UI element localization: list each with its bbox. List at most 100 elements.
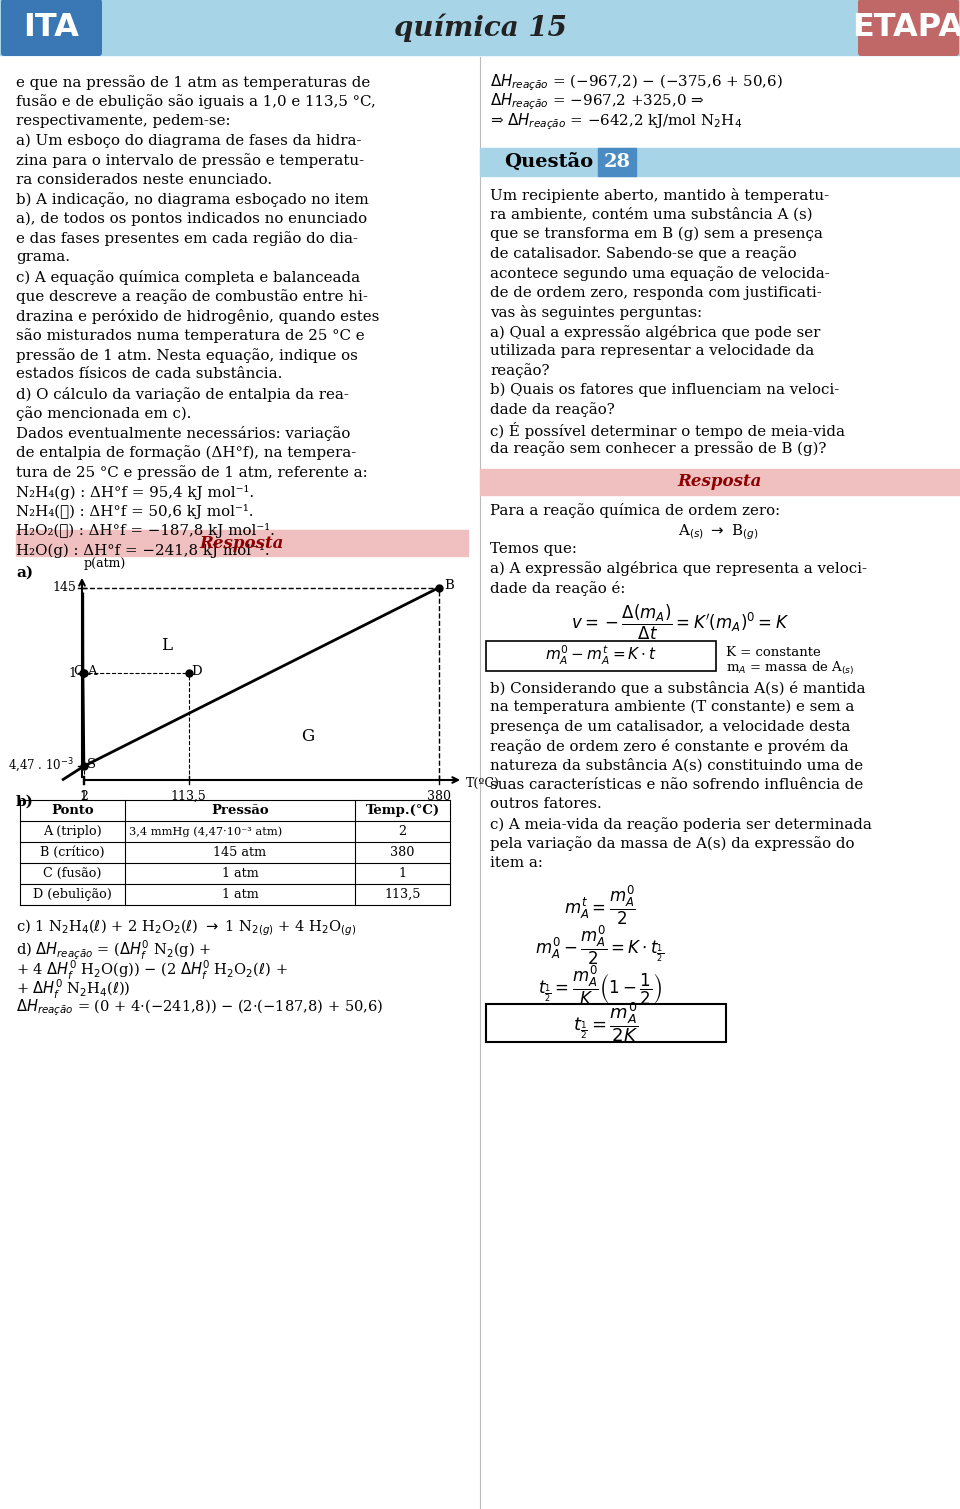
Text: fusão e de ebulição são iguais a 1,0 e 113,5 °C,: fusão e de ebulição são iguais a 1,0 e 1… xyxy=(16,95,375,109)
Text: 1: 1 xyxy=(68,667,76,679)
Text: C: C xyxy=(73,664,84,678)
Text: 113,5: 113,5 xyxy=(171,791,206,803)
Text: Para a reação química de ordem zero:: Para a reação química de ordem zero: xyxy=(490,502,780,518)
Text: G: G xyxy=(301,727,314,745)
Text: T(ºC): T(ºC) xyxy=(466,777,500,789)
Text: C (fusão): C (fusão) xyxy=(43,868,102,880)
Text: b) Considerando que a substância A(s) é mantida: b) Considerando que a substância A(s) é … xyxy=(490,681,866,696)
Text: 1: 1 xyxy=(79,791,87,803)
Text: são misturados numa temperatura de 25 °C e: são misturados numa temperatura de 25 °C… xyxy=(16,329,365,344)
Text: $m^0_A - m^t_A = K \cdot t$: $m^0_A - m^t_A = K \cdot t$ xyxy=(545,644,657,667)
Text: c) É possível determinar o tempo de meia-vida: c) É possível determinar o tempo de meia… xyxy=(490,423,845,439)
Bar xyxy=(480,148,960,177)
Bar xyxy=(598,148,636,177)
Text: outros fatores.: outros fatores. xyxy=(490,797,602,812)
Bar xyxy=(486,640,716,670)
Text: a), de todos os pontos indicados no enunciado: a), de todos os pontos indicados no enun… xyxy=(16,211,367,226)
Text: D (ebulição): D (ebulição) xyxy=(33,887,112,901)
Text: de de ordem zero, responda com justificati-: de de ordem zero, responda com justifica… xyxy=(490,285,822,299)
Text: a) Um esboço do diagrama de fases da hidra-: a) Um esboço do diagrama de fases da hid… xyxy=(16,133,362,148)
Text: 113,5: 113,5 xyxy=(384,887,420,901)
Text: $\Delta H_{reação}$ = −967,2 +325,0 ⇒: $\Delta H_{reação}$ = −967,2 +325,0 ⇒ xyxy=(490,92,705,112)
Text: de catalisador. Sabendo-se que a reação: de catalisador. Sabendo-se que a reação xyxy=(490,246,797,261)
Text: suas características e não sofrendo influência de: suas características e não sofrendo infl… xyxy=(490,779,863,792)
Text: 145 atm: 145 atm xyxy=(213,847,267,859)
Text: vas às seguintes perguntas:: vas às seguintes perguntas: xyxy=(490,305,702,320)
Text: D: D xyxy=(192,664,203,678)
Text: b) Quais os fatores que influenciam na veloci-: b) Quais os fatores que influenciam na v… xyxy=(490,383,839,397)
Text: p(atm): p(atm) xyxy=(84,557,127,570)
Text: ETAPA: ETAPA xyxy=(852,12,960,44)
Text: zina para o intervalo de pressão e temperatu-: zina para o intervalo de pressão e tempe… xyxy=(16,152,364,167)
Text: Temos que:: Temos que: xyxy=(490,542,577,555)
Text: Resposta: Resposta xyxy=(200,534,284,551)
Text: 380: 380 xyxy=(427,791,451,803)
FancyBboxPatch shape xyxy=(1,0,102,56)
Text: $\Delta H_{reação}$ = (0 + 4$\cdot$($-$241,8)) $-$ (2$\cdot$($-$187,8) + 50,6): $\Delta H_{reação}$ = (0 + 4$\cdot$($-$2… xyxy=(16,997,383,1019)
Text: tura de 25 °C e pressão de 1 atm, referente a:: tura de 25 °C e pressão de 1 atm, refere… xyxy=(16,465,368,480)
Text: A: A xyxy=(86,664,97,678)
Text: H₂O₂(ℓ) : ΔH°f = −187,8 kJ mol⁻¹.: H₂O₂(ℓ) : ΔH°f = −187,8 kJ mol⁻¹. xyxy=(16,524,275,539)
Text: dade da reação é:: dade da reação é: xyxy=(490,581,625,596)
Text: utilizada para representar a velocidade da: utilizada para representar a velocidade … xyxy=(490,344,814,358)
Text: 1 atm: 1 atm xyxy=(222,868,258,880)
Text: 1 atm: 1 atm xyxy=(222,887,258,901)
Text: reação de ordem zero é constante e provém da: reação de ordem zero é constante e prové… xyxy=(490,739,849,754)
Text: drazina e peróxido de hidrogênio, quando estes: drazina e peróxido de hidrogênio, quando… xyxy=(16,309,379,324)
Text: ⇒ $\Delta H_{reação}$ = −642,2 kJ/mol N$_2$H$_4$: ⇒ $\Delta H_{reação}$ = −642,2 kJ/mol N$… xyxy=(490,112,742,131)
Text: 380: 380 xyxy=(391,847,415,859)
Text: b): b) xyxy=(16,795,34,809)
Text: Temp.(°C): Temp.(°C) xyxy=(366,804,440,816)
Text: c) 1 N$_2$H$_4$($\ell$) + 2 H$_2$O$_2$($\ell$) $\rightarrow$ 1 N$_{2(g)}$ + 4 H$: c) 1 N$_2$H$_4$($\ell$) + 2 H$_2$O$_2$($… xyxy=(16,917,356,937)
Text: 4,47 . 10$^{-3}$: 4,47 . 10$^{-3}$ xyxy=(8,758,74,776)
Text: item a:: item a: xyxy=(490,856,542,871)
Text: grama.: grama. xyxy=(16,250,70,264)
Text: química 15: química 15 xyxy=(394,14,566,42)
Text: $m^t_A = \dfrac{m^0_A}{2}$: $m^t_A = \dfrac{m^0_A}{2}$ xyxy=(564,883,636,927)
Text: ra ambiente, contém uma substância A (s): ra ambiente, contém uma substância A (s) xyxy=(490,208,812,222)
Text: 145: 145 xyxy=(52,581,76,595)
Text: $t_{\frac{1}{2}} = \dfrac{m^0_A}{2K}$: $t_{\frac{1}{2}} = \dfrac{m^0_A}{2K}$ xyxy=(573,1000,638,1044)
Text: na temperatura ambiente (T constante) e sem a: na temperatura ambiente (T constante) e … xyxy=(490,700,854,714)
Text: a) Qual a expressão algébrica que pode ser: a) Qual a expressão algébrica que pode s… xyxy=(490,324,821,340)
Text: K = constante: K = constante xyxy=(726,646,821,658)
Text: Dados eventualmente necessários: variação: Dados eventualmente necessários: variaçã… xyxy=(16,426,350,441)
Text: ITA: ITA xyxy=(23,12,79,44)
Text: a) A expressão algébrica que representa a veloci-: a) A expressão algébrica que representa … xyxy=(490,561,867,576)
Text: d) $\Delta H_{reação}$ = ($\Delta H^0_f$ N$_2$(g) +: d) $\Delta H_{reação}$ = ($\Delta H^0_f$… xyxy=(16,939,211,963)
Text: A (triplo): A (triplo) xyxy=(43,825,102,837)
Text: Pressão: Pressão xyxy=(211,804,269,816)
Text: $t_{\frac{1}{2}} = \dfrac{m^0_A}{K}\left(1 - \dfrac{1}{2}\right)$: $t_{\frac{1}{2}} = \dfrac{m^0_A}{K}\left… xyxy=(538,964,662,1007)
Text: 2: 2 xyxy=(80,791,87,803)
Text: 28: 28 xyxy=(604,152,631,171)
Text: H₂O(g) : ΔH°f = −241,8 kJ mol⁻¹.: H₂O(g) : ΔH°f = −241,8 kJ mol⁻¹. xyxy=(16,543,270,558)
Bar xyxy=(480,469,960,495)
Text: e que na pressão de 1 atm as temperaturas de: e que na pressão de 1 atm as temperatura… xyxy=(16,75,371,91)
Text: pela variação da massa de A(s) da expressão do: pela variação da massa de A(s) da expres… xyxy=(490,836,854,851)
Text: presença de um catalisador, a velocidade desta: presença de um catalisador, a velocidade… xyxy=(490,720,851,733)
Text: natureza da substância A(s) constituindo uma de: natureza da substância A(s) constituindo… xyxy=(490,759,863,773)
Text: acontece segundo uma equação de velocida-: acontece segundo uma equação de velocida… xyxy=(490,266,829,281)
Text: + 4 $\Delta H^0_f$ H$_2$O(g)) $-$ (2 $\Delta H^0_f$ H$_2$O$_2$($\ell$) +: + 4 $\Delta H^0_f$ H$_2$O(g)) $-$ (2 $\D… xyxy=(16,958,288,982)
Text: B: B xyxy=(444,579,454,592)
Text: estados físicos de cada substância.: estados físicos de cada substância. xyxy=(16,368,282,382)
Text: 2: 2 xyxy=(398,825,407,837)
Text: reação?: reação? xyxy=(490,364,549,379)
Bar xyxy=(16,530,468,555)
Text: c) A equação química completa e balanceada: c) A equação química completa e balancea… xyxy=(16,270,360,285)
Text: dade da reação?: dade da reação? xyxy=(490,403,614,418)
Text: N₂H₄(ℓ) : ΔH°f = 50,6 kJ mol⁻¹.: N₂H₄(ℓ) : ΔH°f = 50,6 kJ mol⁻¹. xyxy=(16,504,253,519)
Text: + $\Delta H^0_f$ N$_2$H$_4$($\ell$)): + $\Delta H^0_f$ N$_2$H$_4$($\ell$)) xyxy=(16,978,131,1000)
Text: $\Delta H_{reação}$ = (−967,2) − (−375,6 + 50,6): $\Delta H_{reação}$ = (−967,2) − (−375,6… xyxy=(490,72,782,92)
Text: N₂H₄(g) : ΔH°f = 95,4 kJ mol⁻¹.: N₂H₄(g) : ΔH°f = 95,4 kJ mol⁻¹. xyxy=(16,484,254,499)
Text: L: L xyxy=(161,637,172,653)
Bar xyxy=(0,0,960,54)
FancyBboxPatch shape xyxy=(858,0,959,56)
Text: pressão de 1 atm. Nesta equação, indique os: pressão de 1 atm. Nesta equação, indique… xyxy=(16,349,358,362)
Text: que descreve a reação de combustão entre hi-: que descreve a reação de combustão entre… xyxy=(16,290,368,305)
Text: 3,4 mmHg (4,47·10⁻³ atm): 3,4 mmHg (4,47·10⁻³ atm) xyxy=(129,827,282,837)
Text: Ponto: Ponto xyxy=(51,804,94,816)
Text: c) A meia-vida da reação poderia ser determinada: c) A meia-vida da reação poderia ser det… xyxy=(490,816,872,831)
Text: ção mencionada em c).: ção mencionada em c). xyxy=(16,406,191,421)
Text: S: S xyxy=(86,758,96,771)
